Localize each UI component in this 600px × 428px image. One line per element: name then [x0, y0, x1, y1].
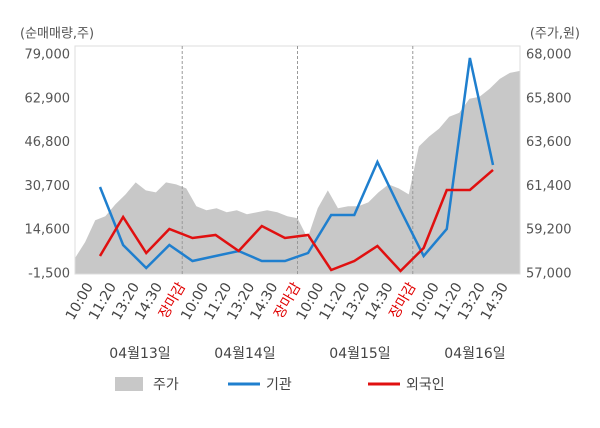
y2-axis-label: (주가,원): [530, 27, 580, 42]
date-label: 04월16일: [444, 346, 505, 362]
y2-tick-label: 61,400: [526, 179, 572, 194]
series-line: [98, 57, 495, 270]
price-area: [75, 70, 520, 274]
legend-label: 주가: [153, 377, 179, 393]
y-tick-label: 62,900: [25, 91, 71, 106]
y-tick-label: 79,000: [25, 47, 71, 62]
y-tick-label: 46,800: [25, 135, 71, 150]
legend-label: 외국인: [406, 377, 445, 393]
legend-label: 기관: [266, 377, 292, 393]
legend-swatch: [115, 377, 143, 391]
date-label: 04월15일: [329, 346, 390, 362]
y-tick-label: 30,700: [25, 179, 71, 194]
date-label: 04월13일: [109, 346, 170, 362]
y-tick-label: 14,600: [25, 223, 71, 238]
y-axis-label: (순매매량,주): [20, 27, 94, 42]
series-line: [98, 169, 494, 273]
y-tick-label: -1,500: [28, 267, 70, 282]
y2-tick-label: 57,000: [526, 267, 572, 282]
y2-tick-label: 68,000: [526, 47, 572, 62]
date-label: 04월14일: [214, 346, 275, 362]
y2-tick-label: 63,600: [526, 135, 572, 150]
y2-tick-label: 65,800: [526, 91, 572, 106]
y2-tick-label: 59,200: [526, 223, 572, 238]
